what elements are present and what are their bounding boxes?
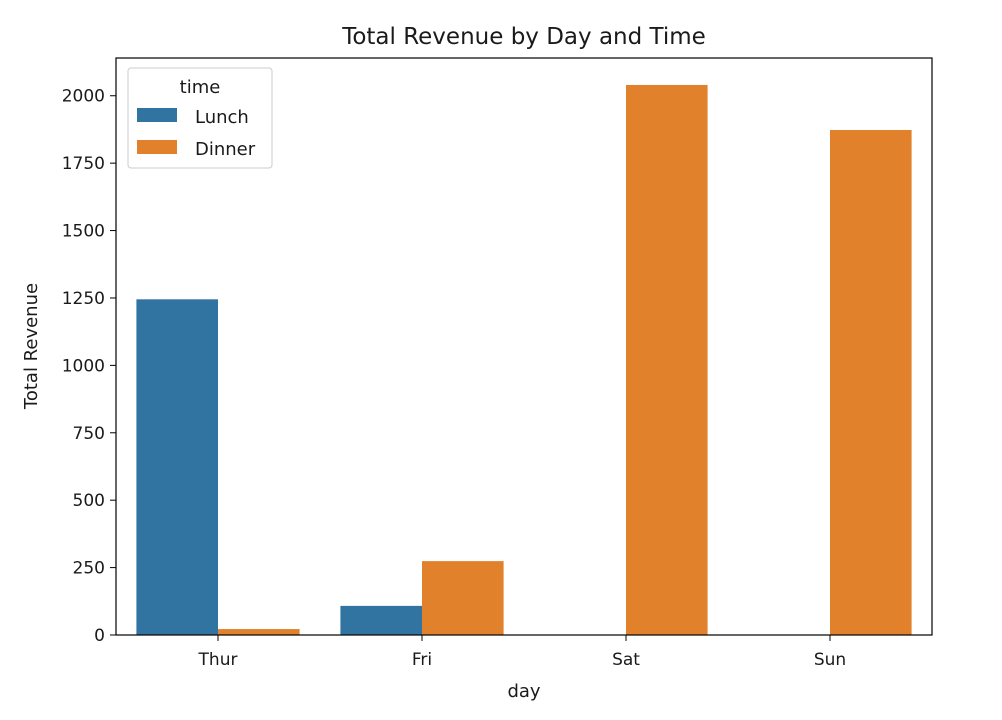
y-axis-label: Total Revenue (21, 283, 42, 410)
y-tick-label: 1500 (62, 222, 105, 242)
bar-dinner-fri (422, 561, 504, 635)
bar-lunch-thur (136, 299, 218, 635)
legend-title: time (180, 77, 221, 98)
bar-dinner-thur (218, 629, 300, 635)
plot-frame (115, 57, 933, 636)
x-tick-label: Sun (814, 650, 846, 670)
x-axis-label: day (507, 681, 540, 702)
bar-lunch-fri (340, 605, 422, 635)
x-tick-label: Sat (612, 650, 640, 670)
y-axis-ticks: 0 250 500 750 1000 1250 1500 1750 2000 (62, 87, 116, 646)
x-tick-label: Fri (412, 650, 432, 670)
legend-label-lunch: Lunch (195, 107, 249, 128)
y-tick-label: 500 (73, 491, 105, 511)
chart-title: Total Revenue by Day and Time (341, 24, 706, 50)
y-tick-label: 2000 (62, 87, 105, 107)
x-tick-label: Thur (198, 650, 238, 670)
bar-dinner-sun (830, 129, 912, 636)
x-axis-ticks: Thur Fri Sat Sun (198, 635, 846, 670)
y-tick-label: 1750 (62, 154, 105, 174)
y-tick-label: 250 (73, 559, 105, 579)
legend-swatch-dinner (137, 140, 177, 154)
y-tick-label: 1250 (62, 289, 105, 309)
y-tick-label: 750 (73, 424, 105, 444)
y-tick-label: 0 (94, 626, 105, 646)
bar-dinner-sat (626, 84, 708, 635)
bars-layer (136, 84, 912, 636)
y-tick-label: 1000 (62, 356, 105, 376)
legend-label-dinner: Dinner (195, 139, 256, 160)
legend-swatch-lunch (137, 108, 177, 122)
legend: time Lunch Dinner (127, 67, 273, 169)
